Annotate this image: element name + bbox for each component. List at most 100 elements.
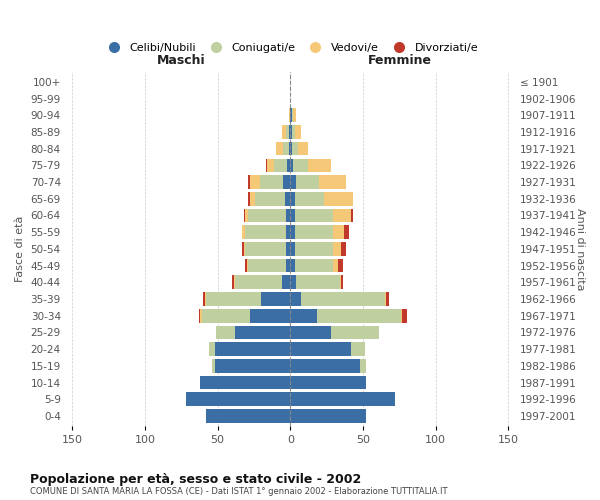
Bar: [290, 292, 301, 306]
Bar: [360, 359, 366, 372]
Bar: [401, 309, 403, 322]
Bar: [232, 276, 233, 289]
Bar: [289, 125, 290, 139]
Bar: [248, 175, 250, 189]
Bar: [332, 226, 344, 239]
Bar: [296, 276, 340, 289]
Bar: [283, 175, 290, 189]
Bar: [284, 192, 290, 205]
Y-axis label: Fasce di età: Fasce di età: [15, 216, 25, 282]
Bar: [248, 258, 286, 272]
Bar: [248, 208, 286, 222]
Bar: [286, 242, 290, 256]
Bar: [341, 242, 346, 256]
Text: COMUNE DI SANTA MARIA LA FOSSA (CE) - Dati ISTAT 1° gennaio 2002 - Elaborazione : COMUNE DI SANTA MARIA LA FOSSA (CE) - Da…: [30, 488, 448, 496]
Bar: [289, 142, 290, 156]
Bar: [296, 175, 319, 189]
Bar: [292, 108, 293, 122]
Bar: [293, 158, 308, 172]
Text: Femmine: Femmine: [367, 54, 431, 67]
Bar: [319, 175, 346, 189]
Bar: [340, 276, 341, 289]
Bar: [295, 242, 332, 256]
Bar: [290, 242, 295, 256]
Legend: Celibi/Nubili, Coniugati/e, Vedovi/e, Divorziati/e: Celibi/Nubili, Coniugati/e, Vedovi/e, Di…: [98, 38, 482, 58]
Bar: [290, 158, 293, 172]
Bar: [290, 326, 331, 340]
Bar: [295, 208, 332, 222]
Bar: [301, 292, 385, 306]
Bar: [290, 409, 366, 423]
Bar: [338, 258, 343, 272]
Bar: [242, 242, 244, 256]
Bar: [332, 242, 341, 256]
Bar: [290, 192, 295, 205]
Bar: [202, 309, 250, 322]
Bar: [206, 292, 261, 306]
Bar: [283, 142, 289, 156]
Bar: [276, 142, 283, 156]
Bar: [290, 175, 296, 189]
Bar: [290, 142, 292, 156]
Bar: [290, 226, 295, 239]
Bar: [295, 192, 324, 205]
Bar: [344, 226, 349, 239]
Bar: [215, 359, 290, 372]
Bar: [331, 326, 379, 340]
Bar: [267, 158, 274, 172]
Bar: [289, 108, 290, 122]
Bar: [233, 276, 235, 289]
Bar: [185, 392, 290, 406]
Text: Maschi: Maschi: [157, 54, 206, 67]
Bar: [235, 276, 281, 289]
Bar: [324, 192, 353, 205]
Bar: [205, 292, 206, 306]
Bar: [295, 125, 301, 139]
Bar: [332, 208, 352, 222]
Bar: [290, 392, 395, 406]
Bar: [281, 125, 286, 139]
Bar: [295, 226, 332, 239]
Bar: [332, 258, 338, 272]
Bar: [266, 158, 267, 172]
Bar: [286, 125, 289, 139]
Bar: [260, 175, 283, 189]
Bar: [245, 226, 286, 239]
Bar: [212, 359, 215, 372]
Bar: [292, 142, 298, 156]
Bar: [308, 158, 331, 172]
Bar: [250, 309, 290, 322]
Bar: [245, 208, 248, 222]
Bar: [290, 108, 292, 122]
Bar: [290, 359, 360, 372]
Bar: [250, 192, 256, 205]
Bar: [286, 226, 290, 239]
Text: Popolazione per età, sesso e stato civile - 2002: Popolazione per età, sesso e stato civil…: [30, 472, 361, 486]
Bar: [242, 226, 245, 239]
Bar: [274, 158, 287, 172]
Bar: [290, 309, 317, 322]
Bar: [352, 342, 365, 356]
Bar: [209, 342, 215, 356]
Bar: [261, 292, 290, 306]
Bar: [203, 292, 205, 306]
Bar: [290, 125, 292, 139]
Bar: [295, 258, 332, 272]
Bar: [352, 208, 353, 222]
Bar: [386, 292, 389, 306]
Bar: [216, 326, 235, 340]
Bar: [290, 208, 295, 222]
Bar: [290, 342, 352, 356]
Bar: [317, 309, 401, 322]
Bar: [199, 309, 200, 322]
Bar: [385, 292, 386, 306]
Bar: [248, 192, 250, 205]
Bar: [286, 258, 290, 272]
Bar: [250, 175, 260, 189]
Bar: [341, 276, 343, 289]
Bar: [298, 142, 308, 156]
Bar: [247, 258, 248, 272]
Bar: [206, 409, 290, 423]
Bar: [200, 376, 290, 390]
Bar: [293, 108, 296, 122]
